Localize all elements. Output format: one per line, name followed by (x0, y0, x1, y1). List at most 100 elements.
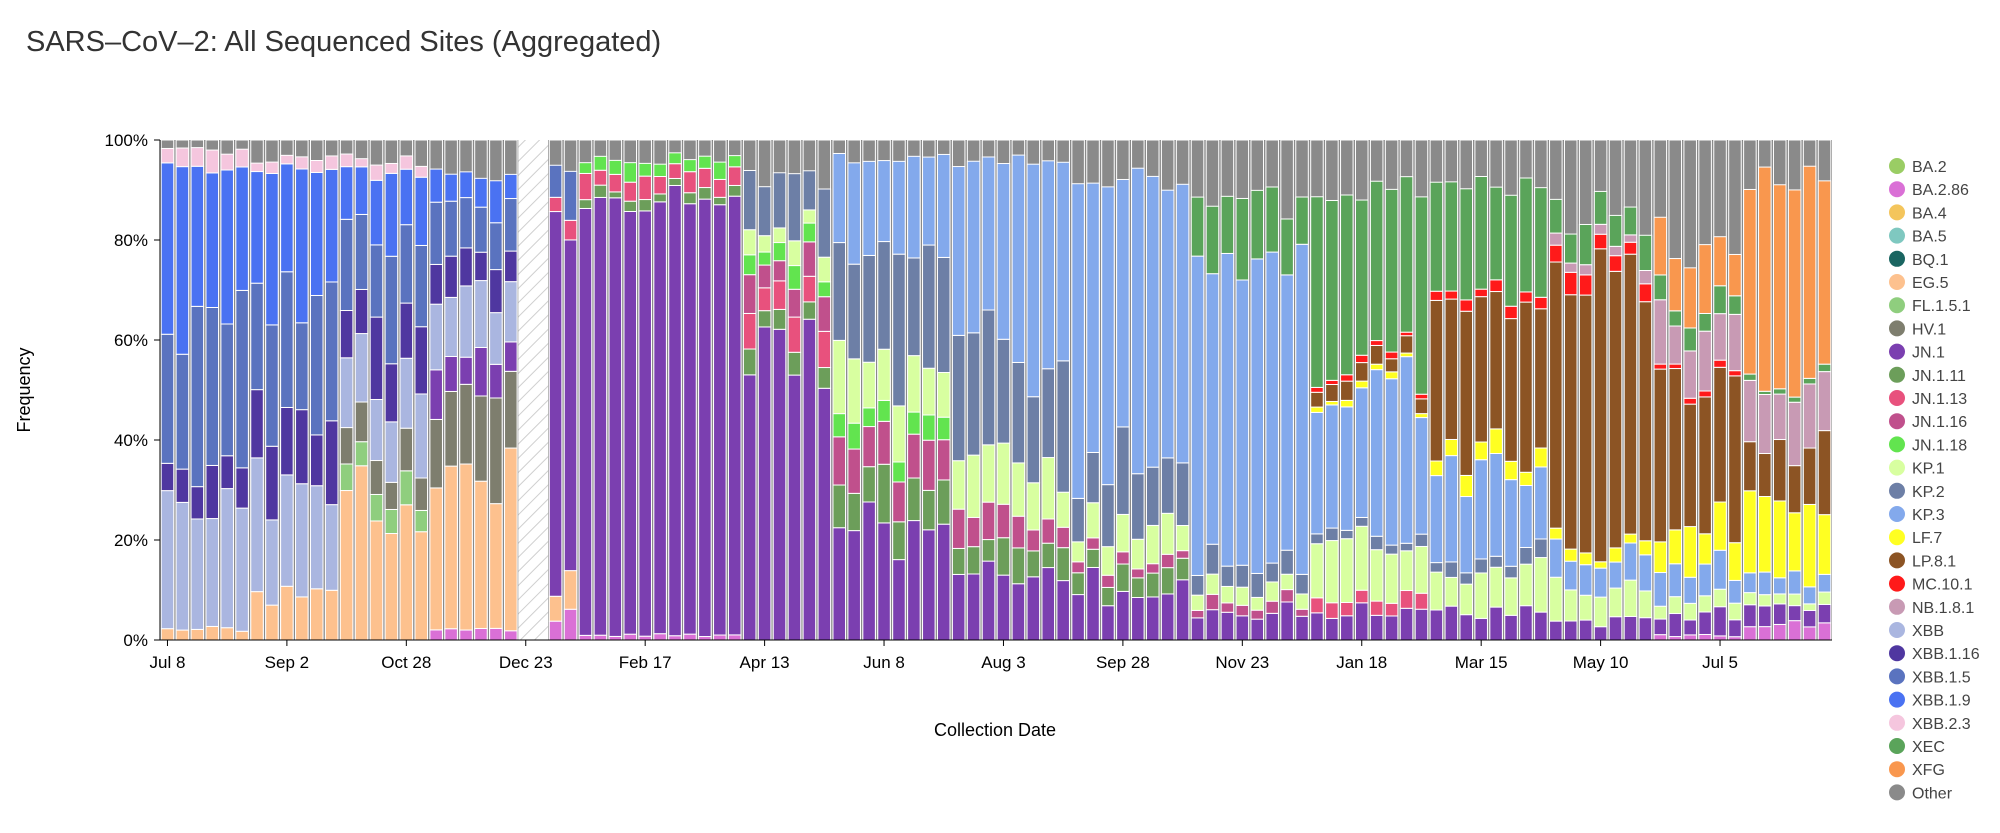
bar-segment-lf-7[interactable] (1549, 527, 1563, 540)
bar-segment-xec[interactable] (1668, 310, 1683, 327)
bar-segment-jn-1[interactable] (1399, 607, 1414, 641)
week-bar-stack[interactable] (668, 139, 682, 641)
bar-segment-jn-1-16[interactable] (936, 439, 951, 481)
bar-segment-lp-8-1[interactable] (1459, 310, 1474, 476)
bar-segment-nb-1-8-1[interactable] (1802, 383, 1817, 449)
bar-segment-jn-1-16[interactable] (802, 241, 817, 277)
bar-segment-nb-1-8-1[interactable] (1653, 299, 1668, 365)
bar-segment-kp-1[interactable] (877, 348, 891, 401)
bar-segment-jn-1-18[interactable] (653, 163, 667, 178)
bar-segment-jn-1[interactable] (1683, 619, 1697, 636)
bar-segment-kp-1[interactable] (1175, 524, 1190, 552)
bar-segment-nb-1-8-1[interactable] (1772, 393, 1787, 441)
week-bar-stack[interactable] (220, 139, 234, 641)
bar-segment-xbb-1-16[interactable] (414, 326, 429, 395)
bar-segment-lf-7[interactable] (1474, 441, 1488, 461)
bar-segment-kp-2[interactable] (802, 170, 817, 211)
bar-segment-jn-1-13[interactable] (1369, 600, 1384, 616)
bar-segment-kp-1[interactable] (1504, 577, 1518, 616)
bar-segment-kp-2[interactable] (1295, 573, 1309, 595)
bar-segment-eg-5[interactable] (369, 520, 384, 641)
bar-segment-lf-7[interactable] (1369, 363, 1384, 371)
bar-segment-jn-1-16[interactable] (817, 296, 832, 332)
week-bar-stack[interactable] (1235, 139, 1250, 641)
bar-segment-jn-1-11[interactable] (727, 184, 742, 197)
bar-segment-xbb-2-3[interactable] (205, 149, 220, 174)
bar-segment-kp-3[interactable] (1504, 479, 1518, 567)
bar-segment-xfg[interactable] (1743, 188, 1757, 375)
bar-segment-lf-7[interactable] (1504, 460, 1518, 481)
bar-segment-kp-3[interactable] (1623, 542, 1638, 581)
week-bar-stack[interactable] (429, 139, 443, 641)
week-bar-stack[interactable] (772, 139, 787, 641)
bar-segment-fl-1-5-1[interactable] (369, 493, 384, 522)
bar-segment-xfg[interactable] (1772, 184, 1787, 390)
bar-segment-xfg[interactable] (1653, 216, 1668, 276)
bar-segment-mc-10-1[interactable] (1668, 363, 1683, 370)
bar-segment-kp-3[interactable] (1295, 243, 1309, 575)
bar-segment-kp-2[interactable] (1310, 533, 1324, 545)
bar-segment-lf-7[interactable] (1354, 380, 1369, 389)
bar-segment-hv-1[interactable] (474, 395, 488, 482)
week-bar-stack[interactable] (563, 139, 578, 641)
week-bar-stack[interactable] (1444, 139, 1459, 641)
legend-item[interactable]: KP.2 (1889, 482, 1945, 501)
bar-segment-xec[interactable] (1325, 199, 1339, 381)
bar-segment-jn-1[interactable] (578, 207, 593, 636)
bar-segment-xec[interactable] (1190, 196, 1205, 257)
bar-segment-kp-1[interactable] (1354, 525, 1369, 591)
legend-item[interactable]: BA.2 (1889, 158, 1947, 176)
bar-segment-jn-1-16[interactable] (832, 436, 847, 486)
bar-segment-jn-1-16[interactable] (742, 274, 757, 314)
bar-segment-jn-1-13[interactable] (1354, 589, 1369, 604)
bar-segment-jn-1-18[interactable] (578, 162, 593, 174)
bar-segment-jn-1-18[interactable] (907, 411, 921, 435)
bar-segment-xbb-2-3[interactable] (220, 153, 234, 171)
bar-segment-kp-3[interactable] (1758, 571, 1772, 596)
bar-segment-xec[interactable] (1653, 274, 1668, 301)
bar-segment-xec[interactable] (1205, 205, 1220, 275)
week-bar-stack[interactable] (1638, 139, 1653, 641)
bar-segment-jn-1[interactable] (1519, 605, 1533, 641)
bar-segment-jn-1-16[interactable] (1056, 526, 1070, 549)
bar-segment-kp-1[interactable] (1250, 596, 1265, 611)
bar-segment-jn-1[interactable] (907, 520, 921, 641)
bar-segment-jn-1[interactable] (489, 363, 503, 399)
bar-segment-lf-7[interactable] (1743, 490, 1757, 574)
bar-segment-xbb-1-16[interactable] (324, 420, 339, 506)
bar-segment-jn-1-16[interactable] (1220, 602, 1235, 613)
bar-segment-kp-3[interactable] (1071, 183, 1085, 499)
bar-segment-kp-2[interactable] (936, 256, 951, 373)
bar-segment-jn-1-11[interactable] (1116, 563, 1130, 592)
bar-segment-jn-1-16[interactable] (1190, 609, 1205, 619)
bar-segment-xbb-1-9[interactable] (324, 168, 339, 283)
bar-segment-jn-1-18[interactable] (787, 265, 802, 290)
bar-segment-lf-7[interactable] (1593, 561, 1608, 569)
bar-segment-xbb-1-16[interactable] (205, 464, 220, 520)
bar-segment-xec[interactable] (1444, 181, 1459, 292)
bar-segment-xbb[interactable] (235, 507, 249, 632)
bar-segment-jn-1-16[interactable] (1205, 593, 1220, 611)
bar-segment-lf-7[interactable] (1698, 533, 1712, 565)
bar-segment-kp-1[interactable] (996, 442, 1011, 505)
bar-segment-jn-1-11[interactable] (638, 199, 652, 212)
bar-segment-jn-1[interactable] (1549, 620, 1563, 641)
bar-segment-nb-1-8-1[interactable] (1593, 223, 1608, 235)
bar-segment-xbb[interactable] (504, 281, 518, 343)
bar-segment-jn-1[interactable] (1325, 617, 1339, 641)
week-bar-stack[interactable] (1384, 139, 1399, 641)
bar-segment-kp-3[interactable] (1160, 189, 1175, 459)
bar-segment-jn-1-11[interactable] (1086, 548, 1100, 568)
bar-segment-jn-1[interactable] (1802, 609, 1817, 628)
bar-segment-xbb-1-9[interactable] (414, 176, 429, 246)
bar-segment-kp-2[interactable] (1131, 473, 1145, 540)
bar-segment-jn-1[interactable] (548, 211, 563, 597)
bar-segment-lp-8-1[interactable] (1653, 368, 1668, 543)
bar-segment-kp-2[interactable] (1534, 538, 1548, 559)
bar-segment-jn-1-11[interactable] (966, 546, 981, 575)
bar-segment-jn-1[interactable] (1160, 593, 1175, 641)
week-bar-stack[interactable] (683, 139, 697, 641)
bar-segment-jn-1[interactable] (1504, 614, 1518, 641)
bar-segment-xbb-1-9[interactable] (504, 173, 518, 200)
bar-segment-jn-1-16[interactable] (1011, 515, 1026, 549)
